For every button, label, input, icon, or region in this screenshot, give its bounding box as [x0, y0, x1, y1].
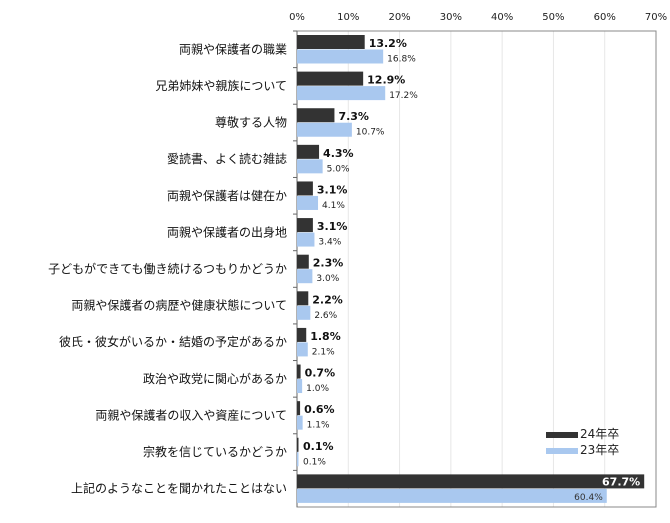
data-label-23: 60.4%: [574, 493, 603, 503]
bar-23: [297, 159, 323, 174]
category-label: 両親や保護者の病歴や健康状態について: [71, 298, 287, 313]
category-label: 兄弟姉妹や親族について: [155, 78, 287, 93]
data-label-23: 4.1%: [322, 201, 345, 211]
bar-24: [297, 474, 645, 489]
bar-24: [297, 291, 309, 306]
bar-23: [297, 342, 308, 357]
bar-24: [297, 181, 313, 196]
data-label-23: 3.0%: [316, 274, 339, 284]
bar-24: [297, 327, 307, 342]
category-label: 子どもができても働き続けるつもりかどうか: [48, 261, 287, 276]
x-tick-label: 30%: [440, 12, 462, 23]
category-label: 政治や政党に関心があるか: [143, 371, 287, 386]
data-label-24: 0.1%: [303, 440, 334, 453]
category-label: 両親や保護者の出身地: [167, 224, 287, 239]
bar-24: [297, 71, 364, 86]
data-label-24: 13.2%: [369, 37, 407, 50]
category-label: 尊敬する人物: [215, 115, 287, 130]
data-label-23: 2.1%: [312, 347, 335, 357]
bar-23: [297, 269, 313, 284]
data-label-24: 2.2%: [312, 293, 343, 306]
x-tick-label: 0%: [289, 12, 305, 23]
category-label: 宗教を信じているかどうか: [143, 444, 287, 459]
data-label-24: 3.1%: [317, 183, 348, 196]
data-label-24: 1.8%: [310, 330, 341, 343]
data-label-23: 17.2%: [389, 91, 418, 101]
bar-24: [297, 364, 301, 379]
data-label-24: 67.7%: [602, 475, 640, 488]
data-label-24: 12.9%: [367, 74, 405, 87]
data-label-24: 7.3%: [338, 110, 369, 123]
bar-23: [297, 49, 384, 64]
data-label-24: 0.6%: [304, 403, 335, 416]
category-label: 彼氏・彼女がいるか・結婚の予定があるか: [59, 334, 287, 349]
legend-label: 24年卒: [580, 427, 619, 441]
data-label-24: 4.3%: [323, 147, 354, 160]
bar-24: [297, 108, 335, 123]
category-label: 両親や保護者の職業: [179, 41, 287, 56]
x-tick-label: 20%: [388, 12, 410, 23]
data-label-23: 0.1%: [303, 457, 326, 467]
bar-23: [297, 305, 311, 320]
data-label-23: 3.4%: [318, 238, 341, 248]
x-tick-label: 70%: [645, 12, 667, 23]
bar-23: [297, 379, 303, 394]
category-label: 上記のようなことを聞かれたことはない: [71, 481, 287, 496]
data-label-23: 1.1%: [307, 421, 330, 431]
category-label: 両親や保護者は健在か: [167, 188, 287, 203]
data-label-24: 2.3%: [313, 257, 344, 270]
category-label: 愛読書、よく読む雑誌: [167, 151, 287, 166]
bar-24: [297, 254, 309, 269]
x-tick-label: 40%: [491, 12, 513, 23]
bar-23: [297, 232, 315, 247]
bar-24: [297, 437, 299, 452]
bar-24: [297, 35, 365, 49]
bar-23: [297, 415, 303, 430]
category-label: 両親や保護者の収入や資産について: [95, 407, 287, 422]
x-tick-label: 60%: [594, 12, 616, 23]
data-label-23: 1.0%: [306, 384, 329, 394]
x-tick-label: 10%: [337, 12, 359, 23]
bar-23: [297, 122, 352, 137]
legend-swatch: [546, 432, 578, 438]
legend-label: 23年卒: [580, 443, 619, 457]
data-label-23: 10.7%: [356, 128, 385, 138]
bar-24: [297, 144, 320, 159]
bar-23: [297, 488, 607, 503]
bar-23: [297, 195, 319, 210]
x-tick-label: 50%: [542, 12, 564, 23]
legend-swatch: [546, 448, 578, 454]
data-label-23: 16.8%: [387, 55, 416, 65]
data-label-23: 2.6%: [314, 311, 337, 321]
data-label-24: 0.7%: [305, 367, 336, 380]
bar-23: [297, 452, 299, 467]
bar-24: [297, 401, 301, 416]
data-label-23: 5.0%: [327, 164, 350, 174]
bar-24: [297, 218, 313, 233]
data-label-24: 3.1%: [317, 220, 348, 233]
bar-23: [297, 86, 386, 101]
